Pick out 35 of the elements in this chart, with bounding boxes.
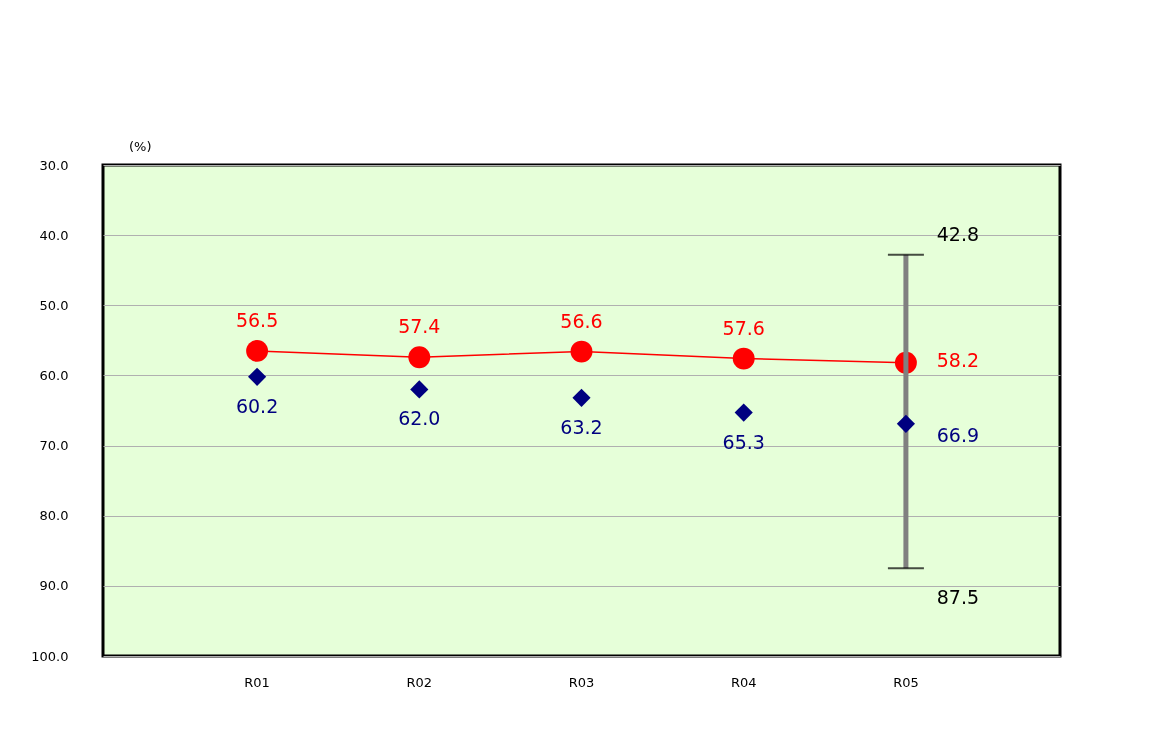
x-tick-label: R04 — [730, 674, 757, 690]
data-label: 58.2 — [936, 348, 980, 371]
y-tick-label: 30.0 — [39, 157, 69, 173]
data-label: 62.0 — [398, 407, 441, 430]
y-tick-label: 100.0 — [31, 648, 69, 664]
data-label: 57.6 — [722, 316, 765, 339]
data-label: 56.5 — [235, 308, 279, 331]
y-tick-label: 50.0 — [39, 297, 69, 313]
y-tick-label: 70.0 — [39, 438, 69, 454]
point — [734, 403, 753, 422]
point — [248, 367, 267, 386]
data-label: 56.6 — [560, 309, 603, 332]
point — [896, 414, 915, 433]
annotation: 87.5 — [936, 586, 980, 609]
point — [732, 347, 755, 370]
data-label: 57.4 — [398, 315, 441, 338]
data-label: 60.2 — [235, 394, 279, 417]
y-tick-label: 40.0 — [39, 227, 69, 243]
x-tick-label: R05 — [893, 674, 919, 690]
x-tick-label: R01 — [244, 674, 270, 690]
point — [572, 388, 591, 407]
point — [246, 339, 269, 362]
point — [408, 346, 431, 369]
data-label: 65.3 — [722, 430, 765, 453]
point — [410, 380, 429, 399]
annotation: 42.8 — [936, 222, 980, 245]
point — [570, 340, 593, 363]
x-tick-label: R02 — [406, 674, 433, 690]
y-tick-label: 60.0 — [39, 367, 69, 383]
y-tick-label: 90.0 — [39, 578, 69, 594]
x-tick-label: R03 — [568, 674, 595, 690]
y-axis-title: (%) — [129, 138, 152, 154]
data-label: 66.9 — [936, 423, 980, 446]
data-label: 63.2 — [560, 415, 603, 438]
y-tick-label: 80.0 — [39, 508, 69, 524]
